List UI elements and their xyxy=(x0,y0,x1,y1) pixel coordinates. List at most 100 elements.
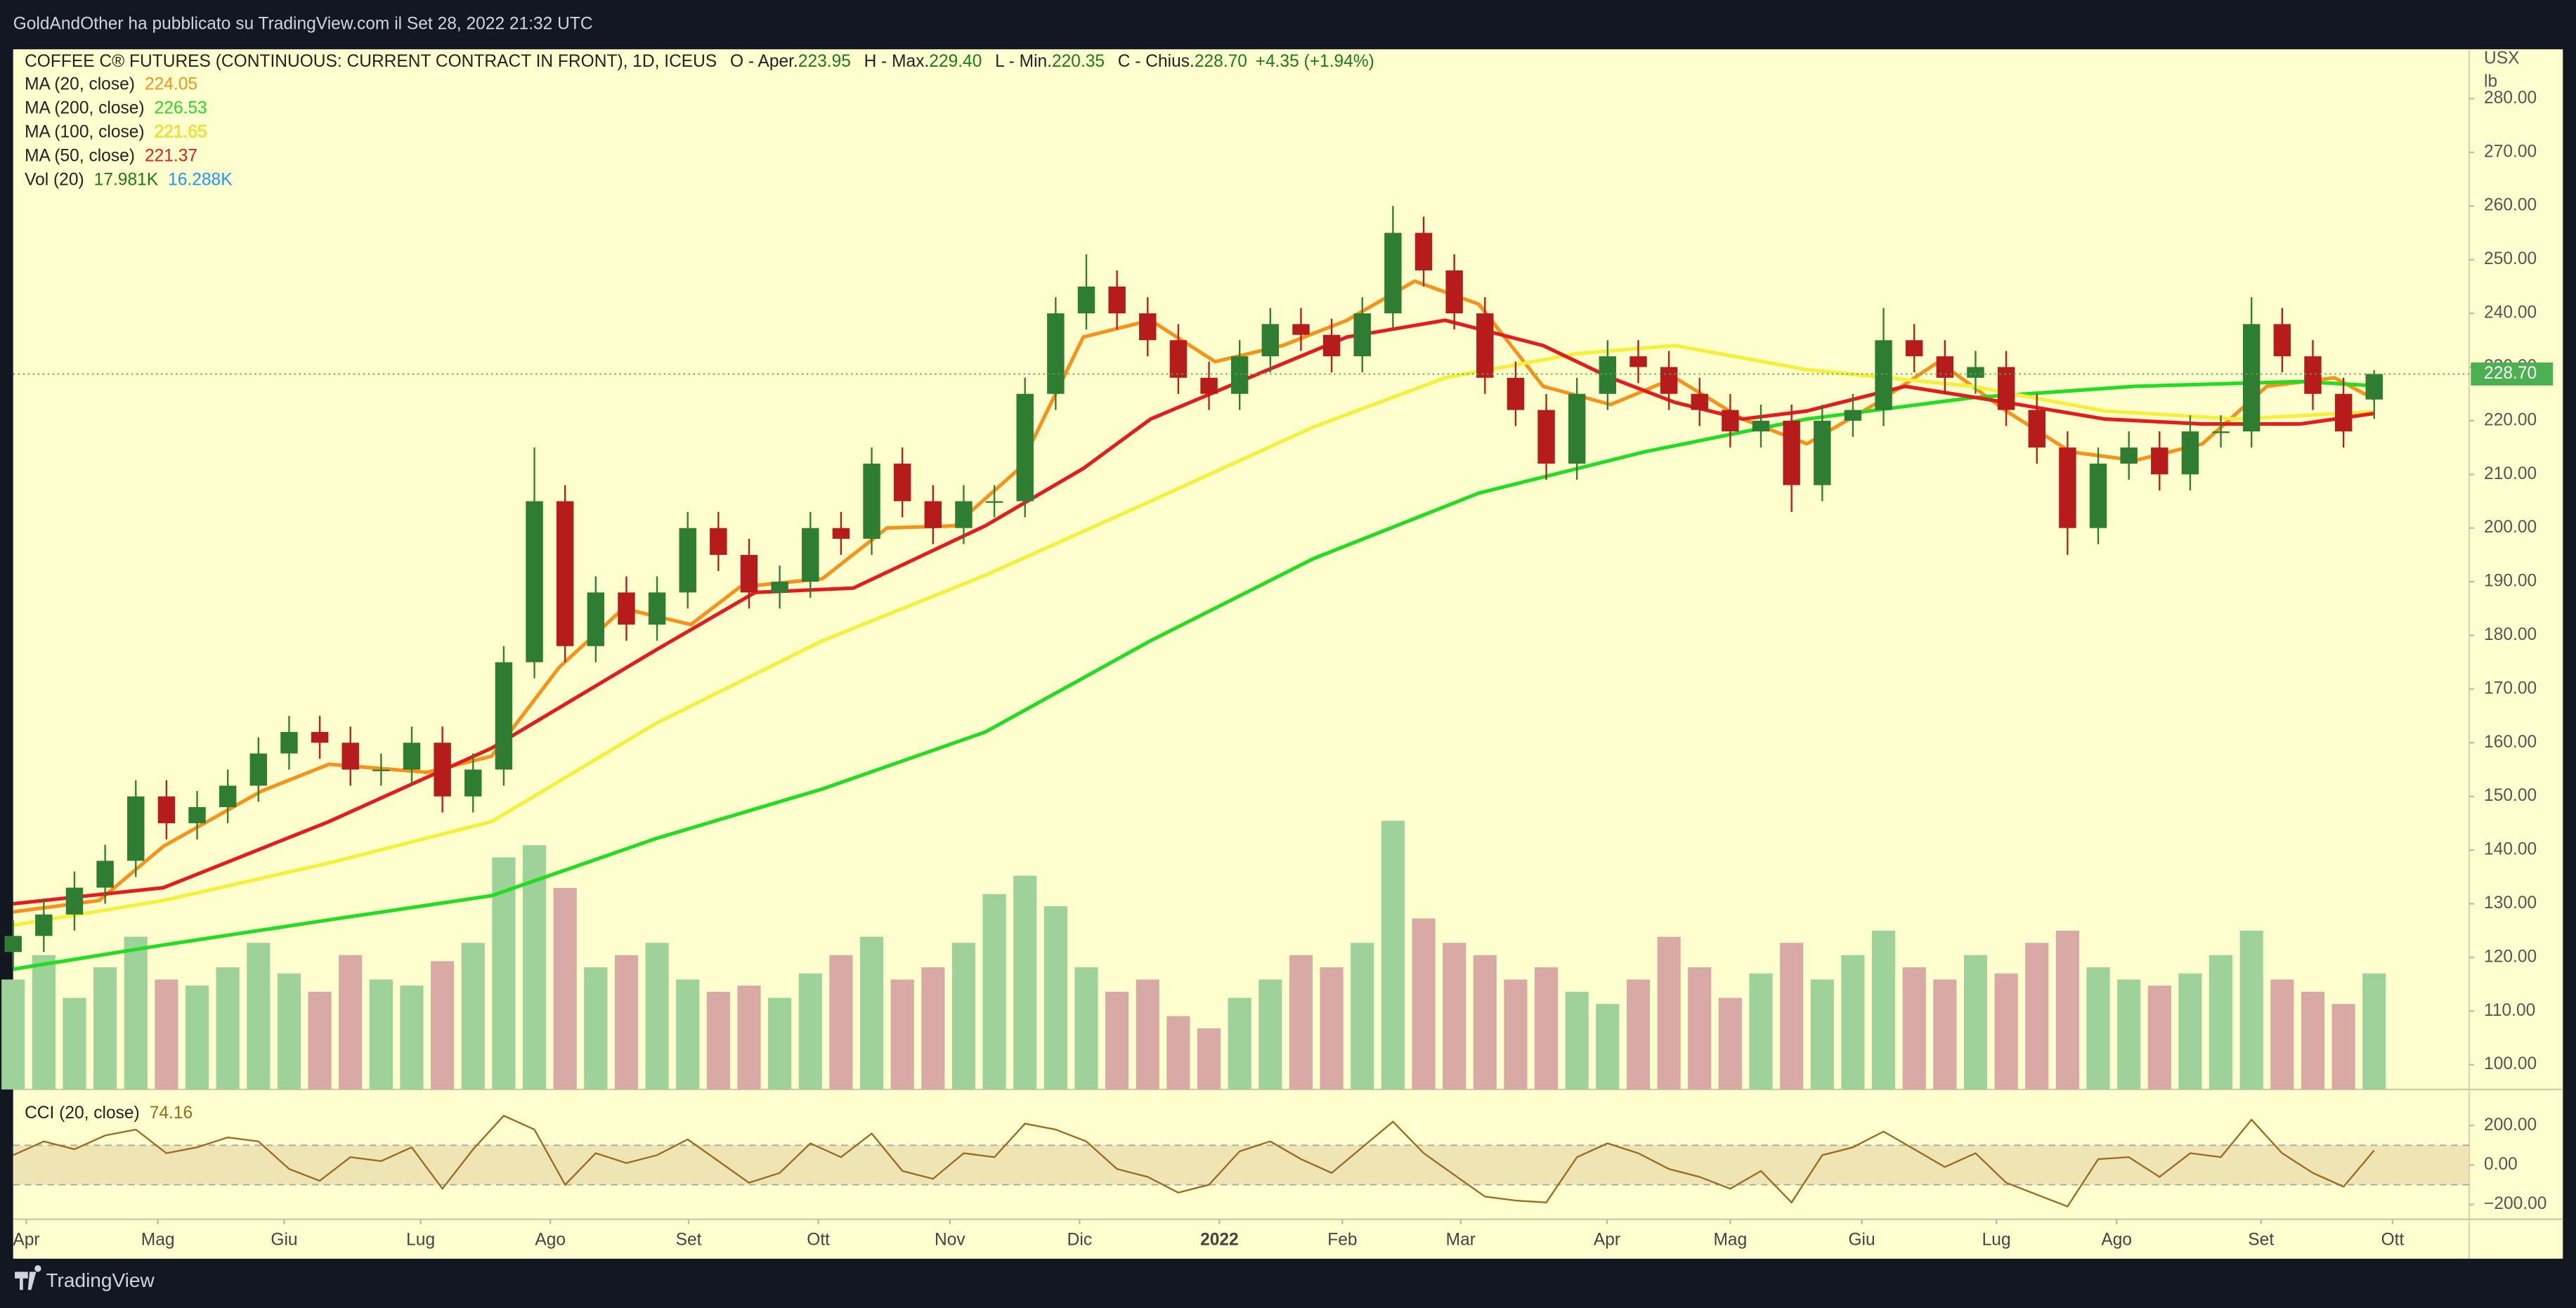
volume-bar xyxy=(63,998,86,1090)
x-tick-label: Ott xyxy=(2381,1231,2405,1250)
candle-body xyxy=(618,592,635,625)
volume-value: 16.288K xyxy=(168,171,233,190)
y-tick-label: 150.00 xyxy=(2484,786,2537,805)
candle-body xyxy=(1445,270,1463,314)
unit-label: USX xyxy=(2484,49,2519,68)
volume-name: Vol (20) xyxy=(25,171,84,190)
candle-body xyxy=(157,796,176,823)
candle-body xyxy=(1200,377,1218,394)
x-tick-label: Feb xyxy=(1327,1231,1357,1250)
x-tick-label: Ago xyxy=(535,1231,566,1250)
candle-body xyxy=(1905,340,1923,357)
volume-bar xyxy=(247,943,271,1090)
candle-body xyxy=(526,501,543,662)
x-tick-label: Apr xyxy=(1594,1231,1620,1250)
volume-bar xyxy=(1473,955,1497,1090)
volume-bar xyxy=(2362,973,2386,1090)
cci-tick-label: 0.00 xyxy=(2484,1155,2518,1174)
candle-body xyxy=(587,592,605,646)
y-tick-label: 280.00 xyxy=(2484,89,2537,107)
candle-body xyxy=(924,501,942,528)
brand: TradingView xyxy=(15,1265,155,1291)
candle-body xyxy=(1814,420,1831,485)
ohlc-label: O - Aper. xyxy=(730,52,798,71)
candle-body xyxy=(1108,286,1126,314)
candle-body xyxy=(1844,410,1862,421)
volume-bar xyxy=(2025,943,2049,1090)
y-tick-label: 170.00 xyxy=(2484,679,2537,698)
volume-bar xyxy=(706,991,730,1090)
volume-bar xyxy=(1933,979,1957,1090)
candle-body xyxy=(863,464,880,539)
y-tick-label: 240.00 xyxy=(2484,303,2537,322)
cci-legend: CCI (20, close) 74.16 xyxy=(25,1104,193,1123)
candle-body xyxy=(1077,286,1095,314)
volume-bar xyxy=(1534,967,1559,1090)
y-tick-label: 220.00 xyxy=(2484,410,2537,429)
volume-bar xyxy=(951,943,976,1090)
moving-average-line xyxy=(13,379,2374,972)
x-tick-label: Mag xyxy=(1714,1231,1748,1250)
y-tick-label: 250.00 xyxy=(2484,249,2537,268)
moving-average-line xyxy=(13,279,2375,914)
indicator-legend: MA (50, close) 221.37 xyxy=(25,147,197,166)
candle-body xyxy=(1230,356,1249,394)
candle-body xyxy=(96,861,114,888)
candle-body xyxy=(188,807,206,823)
volume-bar xyxy=(1166,1016,1190,1090)
x-tick-label: 2022 xyxy=(1200,1231,1239,1250)
candle-body xyxy=(1322,334,1341,357)
volume-bar xyxy=(1043,906,1067,1090)
candle-body xyxy=(771,582,788,593)
volume-bar xyxy=(1013,875,1037,1090)
y-tick-label: 130.00 xyxy=(2484,894,2537,913)
indicator-name: MA (200, close) xyxy=(25,99,145,118)
ohlc-value: 220.35 xyxy=(1052,52,1105,71)
volume-bar xyxy=(1443,943,1466,1090)
candle-body xyxy=(1414,233,1433,270)
candle-body xyxy=(893,464,911,502)
y-tick-label: 120.00 xyxy=(2484,947,2537,966)
volume-bar xyxy=(2178,973,2202,1090)
volume-bar xyxy=(1994,973,2018,1090)
candle-body xyxy=(802,528,819,582)
y-tick-label: 160.00 xyxy=(2484,733,2537,752)
candle-body xyxy=(679,528,696,593)
volume-bar xyxy=(2301,991,2325,1090)
volume-bar xyxy=(216,967,240,1090)
ohlc-value: 228.70 xyxy=(1195,52,1247,71)
y-tick-label: 190.00 xyxy=(2484,572,2537,591)
volume-bar xyxy=(124,936,148,1090)
last-price-tag xyxy=(2471,362,2554,386)
symbol: COFFEE C® FUTURES (CONTINUOUS: CURRENT C… xyxy=(25,52,717,71)
volume-bar xyxy=(2086,967,2110,1090)
volume-bar xyxy=(1780,943,1804,1090)
volume-bar xyxy=(1412,918,1436,1090)
candle-body xyxy=(2304,356,2322,394)
y-tick-label: 110.00 xyxy=(2484,1001,2535,1020)
volume-value: 17.981K xyxy=(94,171,159,190)
x-tick-label: Lug xyxy=(1982,1231,2011,1250)
volume-bar xyxy=(1657,936,1681,1090)
x-tick-label: Set xyxy=(2248,1231,2274,1250)
volume-bar xyxy=(1258,979,1282,1090)
x-tick-label: Lug xyxy=(406,1231,435,1250)
cci-tick-label: 200.00 xyxy=(2484,1116,2537,1134)
indicator-legend: MA (100, close) 221.65 xyxy=(25,123,207,142)
candle-body xyxy=(372,769,390,771)
candle-body xyxy=(341,743,359,770)
candle-body xyxy=(35,914,53,936)
indicator-value: 226.53 xyxy=(155,99,207,118)
volume-bar xyxy=(829,955,853,1090)
ohlc-label: L - Min. xyxy=(995,52,1052,71)
candle-body xyxy=(1292,324,1310,335)
volume-bar xyxy=(1136,979,1159,1090)
volume-bar xyxy=(1688,967,1712,1090)
cci-tick-label: −200.00 xyxy=(2484,1194,2546,1213)
volume-bar xyxy=(737,986,761,1090)
volume-bar xyxy=(339,955,363,1090)
candle-body xyxy=(710,528,727,555)
volume-bar xyxy=(93,967,117,1090)
brand-logo xyxy=(15,1265,41,1290)
x-tick-label: Set xyxy=(676,1231,702,1250)
